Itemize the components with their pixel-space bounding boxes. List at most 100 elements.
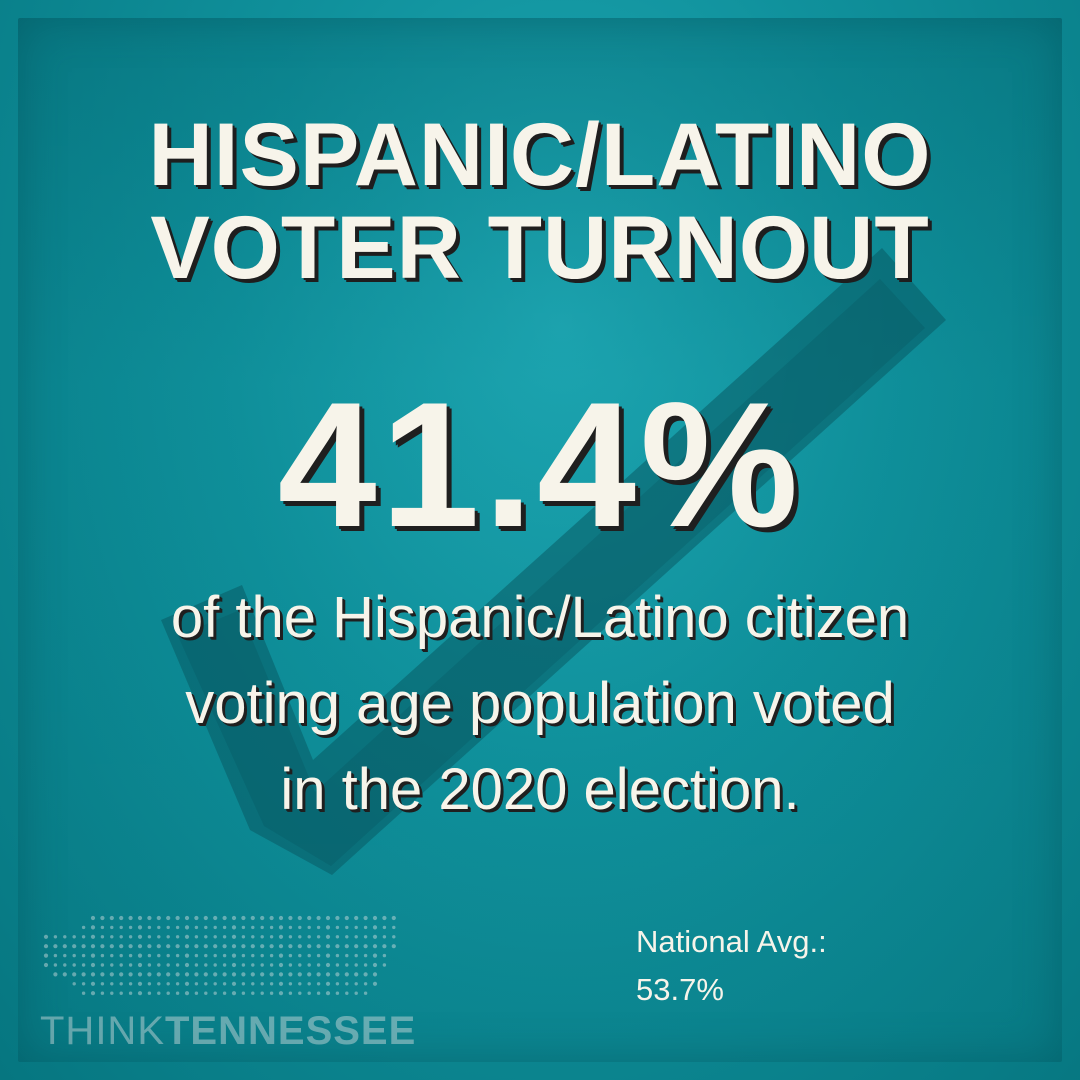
logo-map-dot [147, 944, 152, 949]
logo-map-dot [137, 944, 143, 949]
logo-map-dot [194, 982, 199, 986]
logo-map-dot [175, 935, 180, 939]
logo-map-dot [241, 944, 246, 949]
logo-map-dot [354, 963, 358, 967]
logo-map-dot [241, 953, 246, 958]
logo-think: THINK [40, 1009, 165, 1053]
logo-map-dot [316, 944, 321, 949]
logo-map-dot [335, 982, 340, 986]
logo-map-dot [298, 963, 302, 967]
logo-map-dot [213, 982, 217, 986]
logo-map-dot [43, 934, 49, 939]
description-line-3: in the 2020 election. [280, 757, 800, 822]
logo-map-dot [204, 953, 208, 958]
logo-map-dot [137, 962, 143, 968]
logo-map-dot [316, 972, 321, 977]
logo-map-dot [363, 982, 368, 986]
logo-map-dot [260, 935, 264, 939]
logo-map-dot [231, 925, 237, 930]
logo-map-dot [128, 925, 133, 930]
logo-map-dot [100, 963, 105, 967]
logo-map-dot [137, 915, 143, 921]
logo-map-dot [128, 935, 133, 939]
logo-map-dot [63, 953, 67, 958]
logo-map-dot [90, 925, 96, 930]
logo-map-dot [222, 935, 227, 939]
logo-map-dot [110, 963, 114, 967]
logo-map-dot [137, 972, 143, 977]
logo-map-dot [241, 935, 246, 939]
logo-map-dot [110, 935, 114, 939]
logo-map-dot [335, 972, 340, 977]
logo-map-dot [90, 944, 96, 949]
logo-map-dot [128, 953, 133, 958]
logo-map-dot [260, 915, 265, 921]
logo-map-dot [147, 953, 152, 958]
logo-map-dot [137, 981, 143, 986]
logo-map-dot [288, 963, 293, 967]
logo-map-dot [100, 944, 105, 949]
turnout-percentage: 41.4% [277, 365, 803, 564]
logo-map-dot [392, 925, 396, 930]
logo-map-dot [222, 944, 227, 949]
logo-map-dot [53, 963, 58, 967]
logo-map-dot [269, 925, 274, 930]
logo-map-dot [391, 915, 396, 921]
logo-map-dot [175, 915, 180, 921]
logo-map-dot [382, 963, 387, 967]
logo-map-dot [213, 953, 217, 958]
description-line-2: voting age population voted [185, 671, 895, 736]
logo-map-dot [119, 925, 123, 930]
logo-map-dot [43, 962, 49, 968]
logo-map-dot [222, 982, 227, 986]
logo-tennessee: TENNESSEE [165, 1009, 417, 1053]
logo-map-dot [372, 981, 378, 986]
logo-map-dot [166, 982, 170, 986]
logo-map-dot [325, 981, 331, 986]
logo-map-dot [325, 991, 331, 996]
logo-map-dot [222, 963, 227, 967]
logo-map-dot [231, 962, 237, 968]
logo-map-dot [213, 935, 217, 939]
logo-map-dot [119, 915, 124, 921]
logo-map-dot [251, 963, 255, 967]
logo-map-dot [363, 991, 368, 995]
logo-map-dot [316, 953, 321, 958]
logo-map-dot [392, 935, 396, 939]
logo-map-dot [372, 925, 378, 930]
logo-map-dot [278, 953, 284, 958]
logo-map-dot [335, 963, 340, 967]
logo-map-dot [204, 935, 208, 939]
logo-map-dot [363, 925, 368, 930]
logo-map-dot [100, 982, 105, 986]
logo-map-dot [157, 991, 161, 995]
background-frame [18, 18, 1062, 1062]
logo-map-dot [260, 991, 264, 995]
logo-map-dot [213, 972, 218, 977]
logo-map-dot [147, 972, 152, 977]
logo-map-dot [81, 925, 86, 930]
think-tennessee-logo: THINKTENNESSEE [38, 910, 415, 1053]
logo-map-dot [175, 944, 180, 949]
logo-map-dot [175, 953, 180, 958]
logo-map-dot [307, 925, 311, 930]
logo-map-dot [345, 953, 349, 958]
logo-map-dot [298, 925, 302, 930]
logo-map-dot [222, 953, 227, 958]
logo-map-dot [184, 953, 190, 958]
logo-map-dot [157, 982, 161, 986]
logo-map-dot [269, 944, 274, 949]
logo-map-dot [372, 944, 378, 949]
logo-map-dot [345, 982, 349, 986]
logo-map-dot [391, 944, 396, 949]
logo-map-dot [316, 935, 321, 939]
logo-map-dot [62, 972, 67, 977]
logo-map-dot [184, 925, 190, 930]
logo-map-dot [335, 935, 340, 939]
logo-map-dot [278, 972, 284, 977]
logo-map-dot [100, 935, 105, 939]
logo-map-dot [354, 925, 358, 930]
logo-map-dot [156, 944, 161, 949]
